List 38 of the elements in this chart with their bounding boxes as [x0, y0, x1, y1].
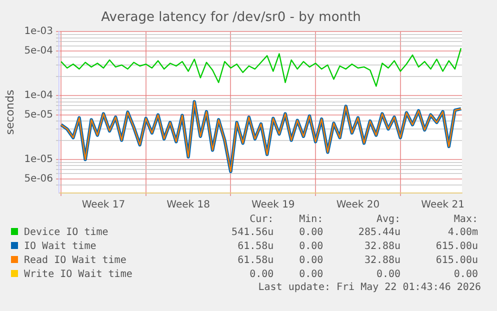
text: 32.88u: [363, 240, 402, 254]
text: Cur:: [248, 214, 275, 226]
x-tick-label: Week 21: [421, 200, 464, 211]
y-tick-label: 1e-05: [24, 154, 54, 166]
text: 0.00: [298, 226, 324, 240]
text: Avg:: [375, 214, 402, 226]
legend-label: Write IO Wait time: [23, 268, 134, 282]
text: 615.00u: [434, 254, 479, 268]
x-tick-label: Week 20: [336, 200, 380, 211]
text: Min:: [298, 214, 324, 226]
y-tick-label: 1e-03: [24, 26, 54, 38]
legend-label: Read IO Wait time: [23, 254, 128, 268]
text: 615.00u: [434, 240, 479, 254]
text: 0.00: [298, 268, 324, 282]
x-tick-label: Week 19: [251, 200, 295, 211]
text: 0.00: [298, 240, 324, 254]
text: 541.56u: [230, 226, 275, 240]
text: 32.88u: [363, 254, 402, 268]
text: 285.44u: [357, 226, 402, 240]
text: 61.58u: [236, 240, 275, 254]
text: Last update: Fri May 22 01:43:46 2026: [257, 282, 482, 293]
legend-label: IO Wait time: [23, 240, 98, 254]
x-tick-label: Week 18: [166, 200, 210, 211]
y-tick-label: 1e-04: [24, 90, 54, 102]
text: 0.00: [375, 268, 402, 282]
text: 0.00: [248, 268, 275, 282]
text: 0.00: [298, 254, 324, 268]
chart-title: Average latency for /dev/sr0 - by month: [101, 10, 361, 26]
text: 0.00: [452, 268, 479, 282]
text: 61.58u: [236, 254, 275, 268]
legend-label: Device IO time: [23, 226, 110, 240]
x-tick-label: Week 17: [82, 200, 126, 211]
text: Max:: [452, 214, 479, 226]
y-tick-label: 5e-04: [24, 45, 54, 56]
y-axis-title: seconds: [3, 90, 16, 135]
y-tick-label: 5e-06: [24, 173, 54, 184]
y-tick-label: 5e-05: [24, 109, 54, 120]
text: 4.00m: [446, 226, 479, 240]
